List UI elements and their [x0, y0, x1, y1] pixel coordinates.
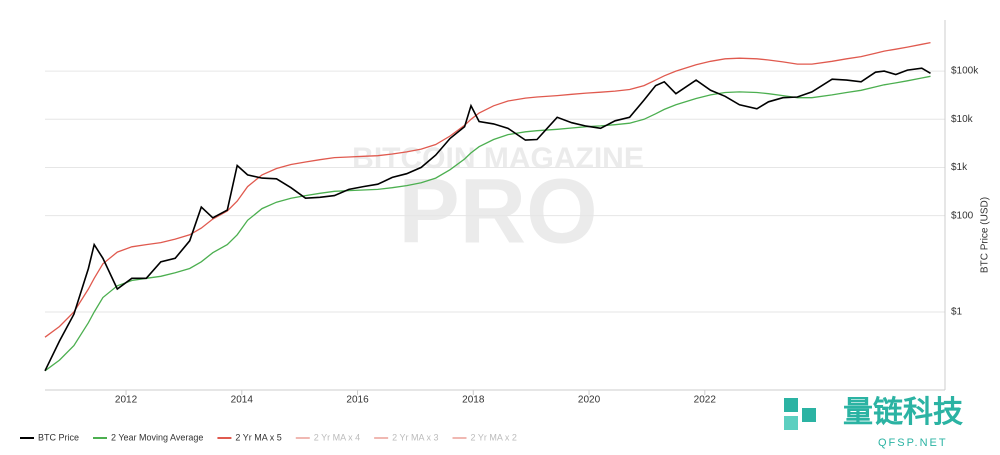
x-tick-label: 2014: [231, 395, 254, 406]
y-tick-label: $100k: [951, 66, 979, 77]
x-tick-label: 2020: [578, 395, 601, 406]
y-axis-title: BTC Price (USD): [980, 197, 991, 273]
watermark-top: BITCOIN MAGAZINE: [352, 142, 644, 175]
logo-name: 量链科技: [843, 395, 963, 429]
logo-mark: [802, 408, 816, 422]
x-tick-label: 2016: [346, 395, 369, 406]
x-tick-label: 2018: [462, 395, 485, 406]
series-line: [44, 67, 931, 372]
y-tick-label: $100: [951, 210, 974, 221]
logo: 量链科技 QFSP.NET: [784, 395, 963, 449]
logo-site: QFSP.NET: [878, 437, 948, 449]
logo-mark: [784, 398, 798, 412]
legend-label: 2 Yr MA x 3: [392, 432, 438, 442]
y-tick-label: $10k: [951, 114, 974, 125]
legend-label: 2 Year Moving Average: [111, 432, 203, 442]
watermark-main: PRO: [398, 160, 597, 262]
legend-label: BTC Price: [38, 432, 79, 442]
x-tick-label: 2012: [115, 395, 138, 406]
legend-label: 2 Yr MA x 2: [471, 432, 517, 442]
x-tick-label: 2022: [694, 395, 717, 406]
legend-label: 2 Yr MA x 5: [235, 432, 281, 442]
legend-label: 2 Yr MA x 4: [314, 432, 360, 442]
series-line: [44, 41, 931, 338]
y-tick-label: $1k: [951, 162, 968, 173]
series-line: [44, 75, 931, 372]
y-tick-label: $1: [951, 307, 963, 318]
logo-mark: [784, 416, 798, 430]
